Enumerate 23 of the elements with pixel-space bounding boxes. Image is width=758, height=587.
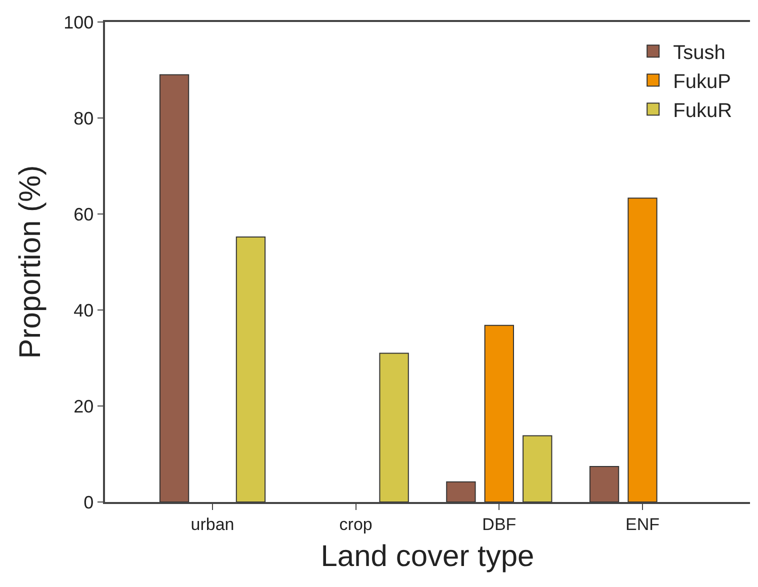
legend-label: Tsush xyxy=(673,42,726,64)
y-tick-label: 100 xyxy=(64,12,94,32)
x-tick-label: crop xyxy=(339,515,372,534)
bar xyxy=(628,198,658,502)
y-axis-title: Proportion (%) xyxy=(14,165,48,359)
bar xyxy=(236,236,266,502)
bar xyxy=(379,352,409,502)
y-tick-label: 80 xyxy=(74,108,94,128)
bar xyxy=(484,324,514,502)
x-axis-title: Land cover type xyxy=(320,540,534,574)
legend-label: FukuR xyxy=(673,100,732,122)
bar xyxy=(589,466,620,502)
bar xyxy=(446,481,476,502)
x-tick-label: urban xyxy=(190,515,234,534)
legend-label: FukuP xyxy=(673,70,731,93)
x-tick-label: DBF xyxy=(482,515,516,534)
bar xyxy=(159,74,190,502)
x-tick-label: ENF xyxy=(626,515,660,534)
y-tick-label: 0 xyxy=(84,492,94,512)
y-tick-label: 40 xyxy=(74,300,94,320)
bar xyxy=(522,435,552,502)
y-tick-label: 20 xyxy=(74,396,94,416)
y-tick-label: 60 xyxy=(74,204,94,224)
